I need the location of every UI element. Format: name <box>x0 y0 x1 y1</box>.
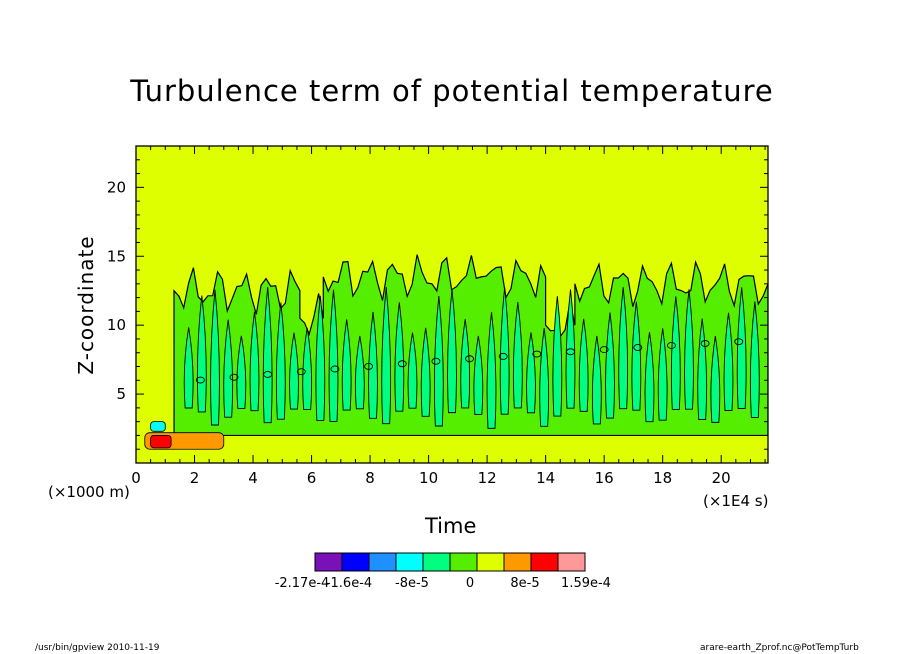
closed-contour <box>700 340 710 347</box>
contour-streak <box>223 319 234 418</box>
contour-streak <box>631 301 642 411</box>
contour-streak <box>236 335 247 409</box>
x-tick-label: 4 <box>248 469 258 487</box>
contour-streak <box>289 332 299 410</box>
y-tick-label: 5 <box>116 385 126 403</box>
x-tick-label: 6 <box>307 469 317 487</box>
colorbar-swatch <box>476 552 505 572</box>
contour-streak <box>736 287 747 409</box>
colorbar-label: 8e-5 <box>510 576 539 591</box>
contour-streak <box>552 296 563 417</box>
closed-contour <box>229 373 239 381</box>
contour-streak <box>341 319 352 411</box>
contour-streak <box>512 302 523 409</box>
chart-title: Turbulence term of potential temperature <box>130 74 774 108</box>
closed-contour <box>734 338 744 346</box>
contour-streak <box>684 289 694 410</box>
x-tick-label: 20 <box>712 469 731 487</box>
colorbar-swatch <box>449 552 478 572</box>
contour-streak <box>578 318 589 412</box>
contour-streak <box>354 335 365 410</box>
footer-source-variable: arare-earth_Zprof.nc@PotTempTurb <box>700 643 859 653</box>
closed-contour <box>532 350 542 358</box>
contour-streak <box>328 289 339 422</box>
colorbar-swatch <box>422 552 451 572</box>
x-tick-label: 14 <box>536 469 555 487</box>
colorbar-label: 0 <box>466 576 474 591</box>
x-axis-title: Time <box>425 514 477 538</box>
y-tick-label: 10 <box>107 316 126 334</box>
colorbar-swatch <box>314 552 343 572</box>
contour-streak <box>618 287 629 410</box>
closed-contour <box>498 352 508 360</box>
closed-contour <box>465 355 475 363</box>
colorbar-swatch <box>341 552 370 572</box>
closed-contour <box>599 346 609 354</box>
contour-streak <box>433 295 444 427</box>
contour-streak <box>710 335 721 423</box>
plot-frame <box>135 145 769 464</box>
x-tick-label: 18 <box>653 469 672 487</box>
closed-contour <box>566 348 575 356</box>
colorbar-label: -8e-5 <box>395 576 429 591</box>
contour-streak <box>420 327 431 417</box>
colorbar-swatch <box>503 552 532 572</box>
contour-streak <box>460 319 471 409</box>
x-tick-label: 16 <box>595 469 614 487</box>
contour-streak <box>368 311 378 419</box>
closed-contour <box>397 360 407 368</box>
closed-contour <box>633 344 643 351</box>
contour-streak <box>473 335 484 415</box>
closed-contour <box>296 368 306 376</box>
closed-contour <box>431 357 441 365</box>
contour-streak <box>644 332 655 423</box>
contour-streak <box>275 302 286 420</box>
contour-streak <box>262 286 273 424</box>
y-tick-label: 20 <box>107 178 126 196</box>
contour-streak <box>302 327 313 411</box>
contour-streak <box>249 311 260 412</box>
x-tick-label: 0 <box>131 469 141 487</box>
contour-streak <box>447 289 457 414</box>
closed-contour <box>195 376 205 384</box>
contour-streak <box>315 295 326 421</box>
colorbar-swatch <box>557 552 586 572</box>
colorbar-swatch <box>368 552 397 572</box>
surface-heating-core <box>150 435 172 449</box>
cooling-region <box>150 421 166 432</box>
closed-contour <box>666 341 676 349</box>
colorbar-swatch <box>530 552 559 572</box>
x-unit-label: (×1E4 s) <box>703 492 769 510</box>
colorbar-label: 1.59e-4 <box>561 576 611 591</box>
contour-streak <box>539 328 550 427</box>
x-tick-label: 12 <box>478 469 497 487</box>
contour-streak <box>394 302 405 412</box>
contour-streak <box>486 312 497 429</box>
contour-streak <box>697 318 708 420</box>
contour-streak <box>723 312 734 411</box>
contour-streak <box>499 287 510 415</box>
contour-streak <box>591 335 602 425</box>
contour-streak <box>183 327 194 409</box>
contour-streak <box>605 312 615 419</box>
contour-streak <box>407 332 418 409</box>
closed-contour <box>263 370 273 378</box>
contour-streak <box>381 287 392 425</box>
closed-contour <box>364 362 374 370</box>
x-tick-label: 8 <box>365 469 375 487</box>
contour-streak <box>749 301 760 418</box>
colorbar-label: -2.17e-4 <box>275 576 330 591</box>
contour-streak <box>670 296 681 410</box>
contour-streak <box>210 289 220 426</box>
colorbar-swatch <box>395 552 424 572</box>
y-unit-label: (×1000 m) <box>48 483 130 501</box>
x-tick-label: 2 <box>190 469 200 487</box>
colorbar-label: -1.6e-4 <box>326 576 372 591</box>
y-tick-label: 15 <box>107 247 126 265</box>
contour-streak <box>657 328 668 421</box>
closed-contour <box>330 365 340 373</box>
footer-program-date: /usr/bin/gpview 2010-11-19 <box>35 643 160 653</box>
x-tick-label: 10 <box>419 469 438 487</box>
